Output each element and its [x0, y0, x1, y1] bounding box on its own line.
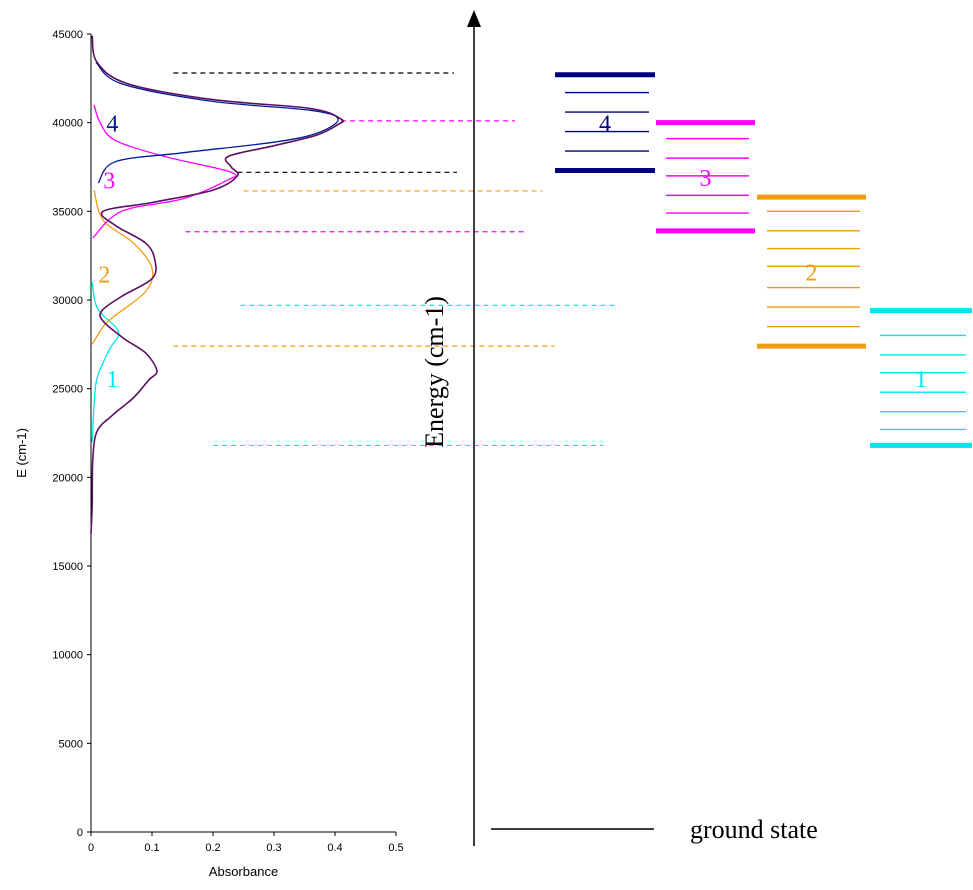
- level-group-label: 1: [915, 367, 927, 393]
- x-tick-label: 0.1: [144, 842, 159, 854]
- y-tick-label: 0: [77, 827, 83, 839]
- band-label: 4: [106, 112, 118, 138]
- absorbance-curves: [90, 35, 345, 535]
- band-labels: 1 2 3 4: [98, 112, 118, 393]
- x-tick-label: 0.5: [388, 842, 403, 854]
- energy-axis-arrowhead: [467, 10, 481, 27]
- y-tick-label: 25000: [52, 384, 83, 396]
- absorbance-curve-band4: [95, 61, 339, 184]
- absorbance-curve-band1: [91, 282, 120, 442]
- level-group-1: 1: [870, 308, 972, 448]
- y-tick-label: 35000: [52, 206, 83, 218]
- absorbance-curve-total: [90, 35, 345, 535]
- transition-lines: [173, 72, 619, 447]
- band-label: 3: [103, 168, 115, 194]
- energy-level-diagram: Energy (cm-1) ground state 1 2 3 4: [420, 10, 972, 846]
- level-group-4: 4: [555, 72, 655, 174]
- y-tick-label: 40000: [52, 118, 83, 130]
- x-tick-label: 0.3: [266, 842, 281, 854]
- absorbance-curve-band3: [92, 104, 237, 239]
- band-label: 2: [98, 262, 110, 288]
- x-axis-title: Absorbance: [209, 864, 278, 879]
- level-group-label: 4: [599, 112, 611, 138]
- x-tick-label: 0: [88, 842, 94, 854]
- ground-state-label: ground state: [690, 815, 818, 844]
- level-group-3: 3: [656, 120, 755, 234]
- y-tick-label: 15000: [52, 561, 83, 573]
- y-tick-label: 30000: [52, 295, 83, 307]
- y-tick-label: 20000: [52, 472, 83, 484]
- y-tick-group: 0 5000 10000 15000 20000 25000 30000 35000 40000…: [52, 29, 91, 839]
- level-group-label: 2: [806, 261, 818, 287]
- energy-axis-title: Energy (cm-1): [420, 296, 449, 448]
- x-tick-label: 0.2: [205, 842, 220, 854]
- y-tick-label: 5000: [59, 738, 83, 750]
- x-tick-group: 0 0.1 0.2 0.3 0.4 0.5: [88, 832, 404, 854]
- x-tick-label: 0.4: [327, 842, 342, 854]
- y-axis-title: E (cm-1): [14, 428, 29, 478]
- y-tick-label: 10000: [52, 650, 83, 662]
- level-groups: 1 2 3 4: [555, 72, 972, 448]
- level-group-label: 3: [700, 166, 712, 192]
- absorbance-plot: 0 5000 10000 15000 20000 25000 30000 35000 40000…: [14, 29, 404, 879]
- level-group-2: 2: [757, 194, 866, 349]
- y-tick-label: 45000: [52, 29, 83, 41]
- band-label: 1: [106, 367, 118, 393]
